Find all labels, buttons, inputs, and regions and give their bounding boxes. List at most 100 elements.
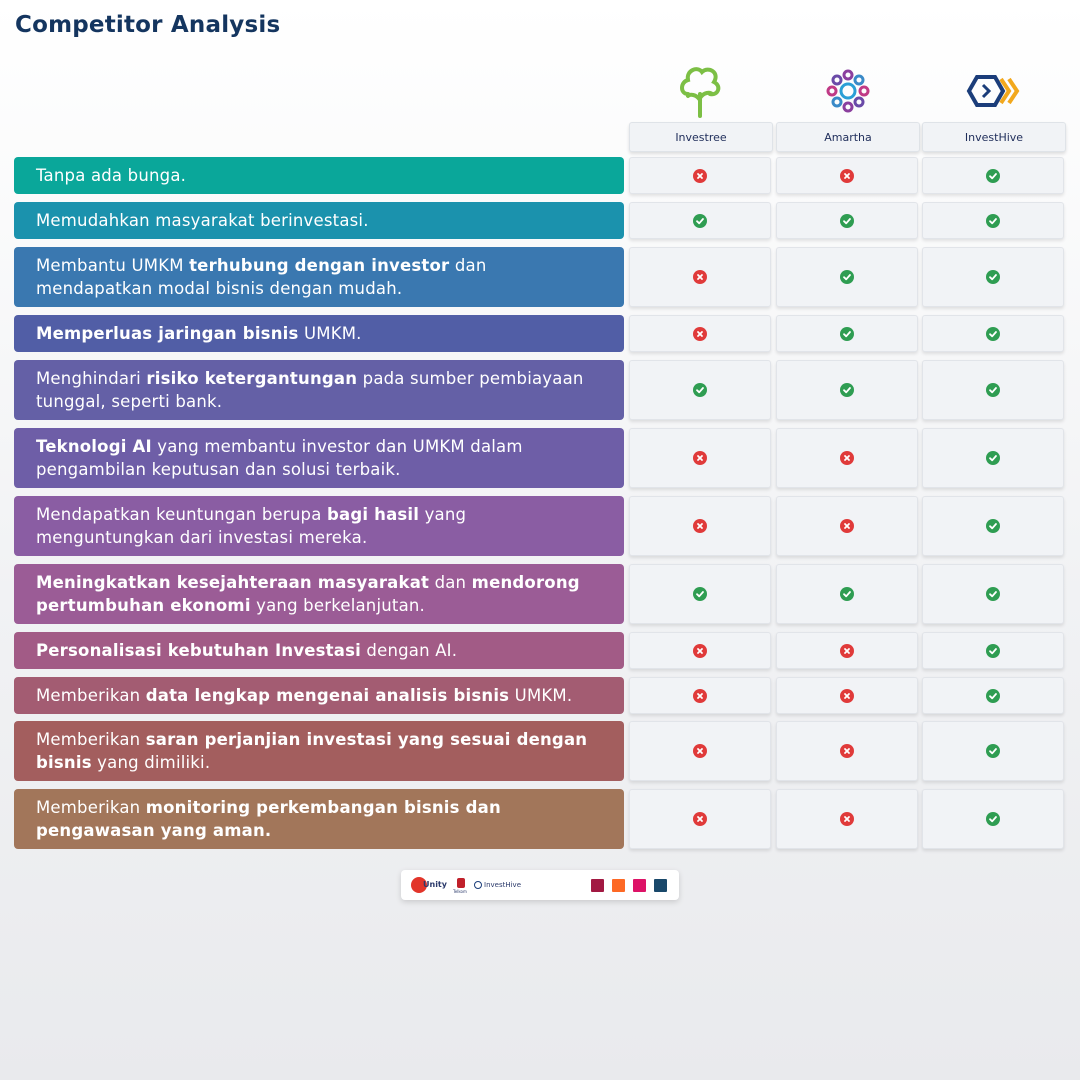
feature-label: Teknologi AI yang membantu investor dan …	[14, 428, 624, 488]
cross-icon	[693, 688, 707, 703]
feature-text: Personalisasi kebutuhan Investasi dengan…	[36, 639, 457, 662]
sdg-17-icon	[654, 879, 667, 892]
feature-text: Menghindari risiko ketergantungan pada s…	[36, 367, 602, 413]
feature-text: Memberikan data lengkap mengenai analisi…	[36, 684, 572, 707]
cell-amartha	[776, 360, 918, 420]
cross-icon	[693, 168, 707, 183]
footer-logo-bar: Unity Telkom InvestHive	[401, 870, 679, 900]
check-icon	[840, 270, 854, 284]
check-icon	[986, 326, 1000, 341]
cell-investhive	[922, 677, 1064, 714]
feature-text-bold: risiko ketergantungan	[146, 369, 358, 388]
feature-text-bold: data lengkap mengenai analisis bisnis	[145, 686, 510, 705]
cell-amartha	[776, 202, 918, 239]
feature-text-segment: Mendapatkan keuntungan berupa	[36, 505, 327, 524]
cell-amartha	[776, 721, 918, 781]
feature-text-segment: pada sumber pembiayaan tunggal, seperti …	[36, 369, 584, 411]
telkom-logo-icon	[457, 878, 465, 888]
column-header-amartha: Amartha	[776, 122, 920, 152]
feature-text-segment: Memberikan	[36, 798, 146, 817]
cross-icon	[693, 744, 707, 758]
feature-text-bold: terhubung dengan investor	[189, 256, 450, 275]
feature-text-segment: dan mendapatkan modal bisnis dengan muda…	[36, 256, 487, 298]
cell-amartha	[776, 789, 918, 849]
feature-text: Memudahkan masyarakat berinvestasi.	[36, 209, 369, 232]
cell-amartha	[776, 247, 918, 307]
cell-investhive	[922, 360, 1064, 420]
check-icon	[840, 587, 854, 601]
feature-text: Memberikan monitoring perkembangan bisni…	[36, 796, 602, 842]
feature-label: Tanpa ada bunga.	[14, 157, 624, 194]
feature-text-bold: saran perjanjian investasi yang sesuai d…	[36, 730, 588, 772]
feature-label: Menghindari risiko ketergantungan pada s…	[14, 360, 624, 420]
cell-amartha	[776, 496, 918, 556]
cross-icon	[693, 451, 707, 465]
check-icon	[986, 744, 1000, 758]
feature-label: Mendapatkan keuntungan berupa bagi hasil…	[14, 496, 624, 556]
cell-amartha	[776, 564, 918, 624]
cell-investhive	[922, 202, 1064, 239]
feature-label: Memberikan data lengkap mengenai analisi…	[14, 677, 624, 714]
cell-investree	[629, 496, 771, 556]
feature-text-bold: mendorong pertumbuhan ekonomi	[36, 573, 580, 615]
cell-investree	[629, 789, 771, 849]
cell-investree	[629, 315, 771, 352]
cell-investhive	[922, 496, 1064, 556]
cross-icon	[693, 812, 707, 826]
feature-text-segment: Memberikan	[36, 686, 146, 705]
feature-text-bold: Teknologi AI	[36, 437, 152, 456]
check-icon	[840, 326, 854, 341]
hexagon-logo-icon	[963, 64, 1023, 118]
footer-logo-unity: Unity	[423, 880, 447, 889]
cell-investhive	[922, 564, 1064, 624]
check-icon	[986, 213, 1000, 228]
check-icon	[693, 213, 707, 228]
feature-text: Tanpa ada bunga.	[36, 164, 186, 187]
sdg-10-icon	[633, 879, 646, 892]
feature-text-bold: bagi hasil	[326, 505, 420, 524]
feature-text-segment: yang membantu investor dan UMKM dalam pe…	[36, 437, 523, 479]
cell-investhive	[922, 428, 1064, 488]
column-header-investree: Investree	[629, 122, 773, 152]
feature-label: Memudahkan masyarakat berinvestasi.	[14, 202, 624, 239]
feature-label: Meningkatkan kesejahteraan masyarakat da…	[14, 564, 624, 624]
tree-logo-icon	[670, 64, 730, 118]
cell-investhive	[922, 157, 1064, 194]
cell-investree	[629, 202, 771, 239]
feature-text: Meningkatkan kesejahteraan masyarakat da…	[36, 571, 602, 617]
check-icon	[693, 587, 707, 601]
cell-investree	[629, 721, 771, 781]
cell-investree	[629, 157, 771, 194]
footer-logo-investhive: InvestHive	[484, 881, 521, 889]
feature-text-segment: dan	[429, 573, 472, 592]
feature-text-segment: Tanpa ada bunga.	[36, 166, 187, 185]
cross-icon	[840, 519, 854, 533]
footer-logo-telkom: Telkom	[453, 889, 467, 894]
cell-investree	[629, 677, 771, 714]
check-icon	[986, 383, 1000, 397]
check-icon	[986, 451, 1000, 465]
cross-icon	[693, 326, 707, 341]
feature-text-segment: yang dimiliki.	[91, 753, 211, 772]
check-icon	[840, 213, 854, 228]
cross-icon	[840, 451, 854, 465]
check-icon	[693, 383, 707, 397]
feature-label: Memberikan saran perjanjian investasi ya…	[14, 721, 624, 781]
cell-investree	[629, 360, 771, 420]
cross-icon	[840, 744, 854, 758]
feature-text-bold: Memperluas jaringan bisnis	[36, 324, 299, 343]
column-header-investhive: InvestHive	[922, 122, 1066, 152]
feature-text-segment: yang menguntungkan dari investasi mereka…	[36, 505, 467, 547]
cell-investree	[629, 564, 771, 624]
check-icon	[986, 812, 1000, 826]
mandala-logo-icon	[818, 64, 878, 118]
sdg-9-icon	[612, 879, 625, 892]
check-icon	[986, 519, 1000, 533]
feature-text: Teknologi AI yang membantu investor dan …	[36, 435, 602, 481]
cell-investree	[629, 247, 771, 307]
feature-text-bold: Meningkatkan kesejahteraan masyarakat	[36, 573, 430, 592]
cross-icon	[693, 519, 707, 533]
cross-icon	[693, 643, 707, 658]
feature-text: Mendapatkan keuntungan berupa bagi hasil…	[36, 503, 602, 549]
unity-logo-icon	[411, 877, 427, 893]
